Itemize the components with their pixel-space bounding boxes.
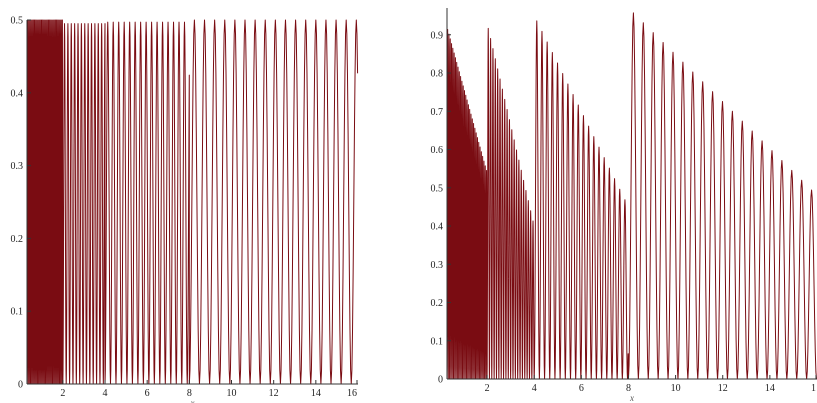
right-series-line: [446, 12, 817, 380]
right-y-tick-label: 0: [438, 375, 443, 386]
left-plot: 2 4 6 8 10 12 14 16 0 0.1 0.2 0.3 0.4 0.5 x: [11, 16, 359, 403]
right-y-tick-label: 0.5: [431, 183, 444, 194]
left-x-tick-label: 16: [347, 388, 357, 399]
right-x-tick-label: 12: [718, 383, 728, 394]
right-y-tick-label: 0.9: [431, 30, 444, 41]
left-y-tick-label: 0.2: [11, 234, 24, 245]
left-y-tick-label: 0.1: [11, 307, 24, 318]
right-x-axis-title: x: [629, 393, 634, 403]
right-y-tick-label: 0.3: [431, 260, 444, 271]
right-x-tick-label: 14: [765, 383, 775, 394]
left-x-tick-label: 14: [311, 388, 321, 399]
right-x-tick-label: 2: [485, 383, 490, 394]
right-x-tick-label: 8: [626, 383, 631, 394]
right-y-tick-label: 0.2: [431, 298, 444, 309]
left-y-tick-label: 0.4: [11, 88, 24, 99]
left-x-tick-label: 6: [145, 388, 150, 399]
right-y-tick-label: 0.8: [431, 69, 444, 80]
left-x-tick-label: 4: [103, 388, 108, 399]
right-y-tick-label: 0.1: [431, 336, 444, 347]
left-x-tick-label: 8: [187, 388, 192, 399]
left-x-axis-title: x: [190, 398, 195, 403]
left-y-tick-label: 0: [18, 380, 23, 391]
left-x-tick-label: 2: [60, 388, 65, 399]
right-y-tick-label: 0.7: [431, 107, 444, 118]
right-y-tick-label: 0.4: [431, 222, 444, 233]
right-x-tick-label: 10: [671, 383, 681, 394]
right-plot: 2 4 6 8 10 12 14 100.10.20.30.40.50.60.70.80.9x: [431, 8, 817, 403]
left-series-line: [26, 19, 359, 385]
right-y-tick-label: 0.6: [431, 145, 444, 156]
right-x-tick-label: 4: [532, 383, 537, 394]
left-y-tick-label: 0.5: [11, 16, 24, 27]
right-x-tick-label: 1: [811, 383, 816, 394]
left-y-tick-label: 0.3: [11, 161, 24, 172]
left-x-tick-label: 12: [269, 388, 279, 399]
left-x-tick-label: 10: [227, 388, 237, 399]
right-x-tick-label: 6: [579, 383, 584, 394]
